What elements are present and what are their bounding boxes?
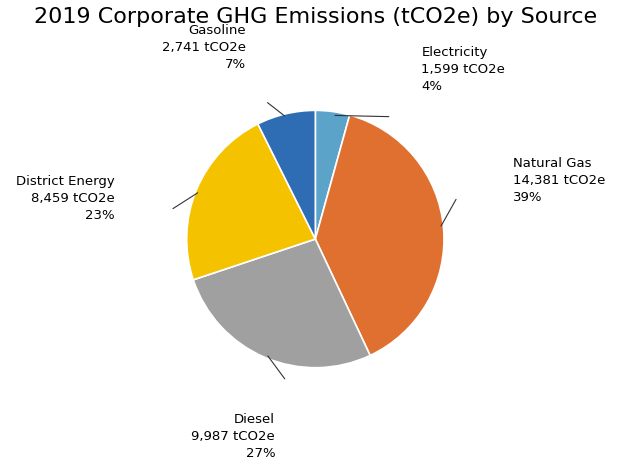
Wedge shape xyxy=(315,115,444,355)
Text: Natural Gas
14,381 tCO2e
39%: Natural Gas 14,381 tCO2e 39% xyxy=(513,157,605,204)
Text: Diesel
9,987 tCO2e
27%: Diesel 9,987 tCO2e 27% xyxy=(191,413,275,460)
Text: Electricity
1,599 tCO2e
4%: Electricity 1,599 tCO2e 4% xyxy=(421,46,505,92)
Wedge shape xyxy=(258,110,315,239)
Wedge shape xyxy=(187,124,315,280)
Text: District Energy
8,459 tCO2e
23%: District Energy 8,459 tCO2e 23% xyxy=(16,175,114,222)
Text: Gasoline
2,741 tCO2e
7%: Gasoline 2,741 tCO2e 7% xyxy=(162,24,246,71)
Wedge shape xyxy=(193,239,370,368)
Title: 2019 Corporate GHG Emissions (tCO2e) by Source: 2019 Corporate GHG Emissions (tCO2e) by … xyxy=(34,7,597,27)
Wedge shape xyxy=(315,110,350,239)
